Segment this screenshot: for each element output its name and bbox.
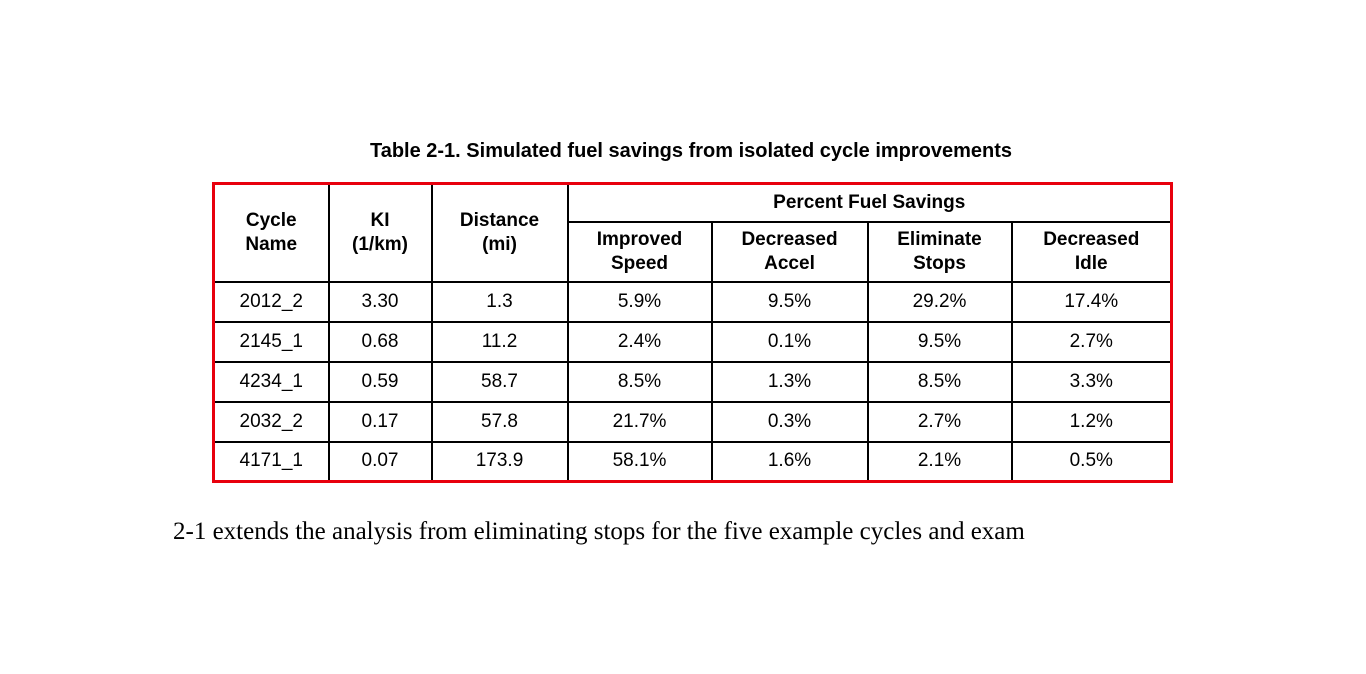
cell-decreased-idle: 3.3% [1010, 360, 1173, 403]
column-group-header-percent-fuel-savings: Percent Fuel Savings [566, 182, 1173, 223]
table-header-row-2: Improved Speed Decreased Accel Eliminate… [214, 220, 1173, 283]
cell-decreased-accel: 9.5% [710, 280, 869, 323]
cell-ki: 3.30 [327, 280, 433, 323]
column-header-distance: Distance (mi) [430, 182, 569, 283]
cell-improved-speed: 2.4% [566, 320, 713, 363]
cell-cycle-name: 2032_2 [212, 400, 330, 443]
cell-improved-speed: 21.7% [566, 400, 713, 443]
body-paragraph-fragment: 2-1 extends the analysis from eliminatin… [173, 518, 1025, 545]
cell-ki: 0.59 [327, 360, 433, 403]
cell-distance: 1.3 [430, 280, 569, 323]
column-header-cycle-name: Cycle Name [212, 182, 330, 283]
cell-ki: 0.68 [327, 320, 433, 363]
table-row: 2032_2 0.17 57.8 21.7% 0.3% 2.7% 1.2% [212, 400, 1173, 443]
cell-cycle-name: 2145_1 [212, 320, 330, 363]
table-caption-title: Table 2-1. Simulated fuel savings from i… [369, 140, 1013, 162]
table-row: 2012_2 3.30 1.3 5.9% 9.5% 29.2% 17.4% [212, 280, 1173, 323]
cell-distance: 57.8 [430, 400, 569, 443]
column-header-improved-speed: Improved Speed [566, 220, 713, 283]
table-row: 2145_1 0.68 11.2 2.4% 0.1% 9.5% 2.7% [212, 320, 1173, 363]
cell-eliminate-stops: 9.5% [866, 320, 1013, 363]
cell-cycle-name: 2012_2 [212, 280, 330, 323]
cell-cycle-name: 4171_1 [212, 440, 330, 483]
column-header-eliminate-stops: Eliminate Stops [866, 220, 1013, 283]
cell-decreased-accel: 0.1% [710, 320, 869, 363]
cell-improved-speed: 8.5% [566, 360, 713, 403]
table-row: 4234_1 0.59 58.7 8.5% 1.3% 8.5% 3.3% [212, 360, 1173, 403]
cell-decreased-idle: 17.4% [1010, 280, 1173, 323]
cell-eliminate-stops: 2.7% [866, 400, 1013, 443]
cell-improved-speed: 5.9% [566, 280, 713, 323]
cell-cycle-name: 4234_1 [212, 360, 330, 403]
cell-distance: 173.9 [430, 440, 569, 483]
cell-ki: 0.17 [327, 400, 433, 443]
table-header-row-1: Cycle Name KI (1/km) Distance (mi) Perce… [212, 182, 1173, 283]
cell-distance: 58.7 [430, 360, 569, 403]
cell-improved-speed: 58.1% [566, 440, 713, 483]
cell-ki: 0.07 [327, 440, 433, 483]
column-header-ki: KI (1/km) [327, 182, 433, 283]
fuel-savings-table-container: Cycle Name KI (1/km) Distance (mi) Perce… [212, 182, 1173, 483]
cell-decreased-idle: 1.2% [1010, 400, 1173, 443]
cell-eliminate-stops: 2.1% [866, 440, 1013, 483]
column-header-decreased-idle: Decreased Idle [1010, 220, 1173, 283]
cell-decreased-accel: 1.6% [710, 440, 869, 483]
cell-decreased-accel: 1.3% [710, 360, 869, 403]
table-row: 4171_1 0.07 173.9 58.1% 1.6% 2.1% 0.5% [212, 440, 1173, 483]
cell-distance: 11.2 [430, 320, 569, 363]
fuel-savings-table: Cycle Name KI (1/km) Distance (mi) Perce… [212, 182, 1173, 483]
cell-decreased-accel: 0.3% [710, 400, 869, 443]
cell-eliminate-stops: 29.2% [866, 280, 1013, 323]
column-header-decreased-accel: Decreased Accel [710, 220, 869, 283]
cell-eliminate-stops: 8.5% [866, 360, 1013, 403]
cell-decreased-idle: 0.5% [1010, 440, 1173, 483]
cell-decreased-idle: 2.7% [1010, 320, 1173, 363]
